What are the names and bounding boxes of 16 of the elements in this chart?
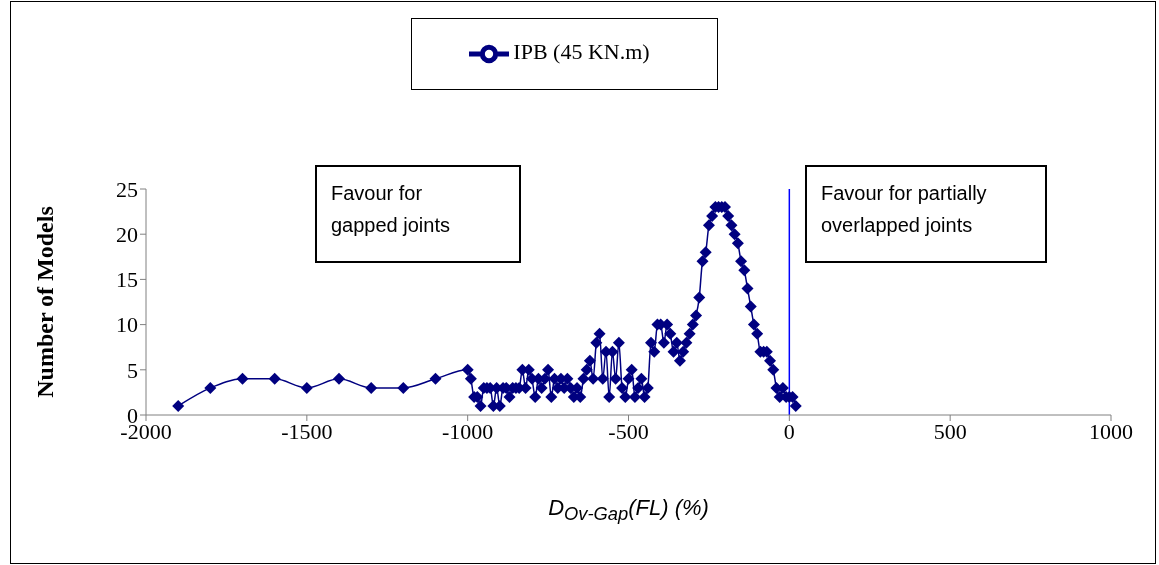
x-axis-title: D$_{Ov-Gap}$(FL) (%): [547, 495, 710, 526]
y-tick-label: 25: [116, 176, 138, 202]
y-tick-label: 20: [116, 222, 138, 248]
x-tick-label: 500: [933, 418, 967, 444]
x-tick-label: 1000: [1089, 418, 1133, 444]
annotation: Favour for gapped joints: [315, 165, 521, 263]
x-tick-label: 0: [783, 418, 795, 444]
y-tick-label: 5: [127, 357, 138, 383]
y-tick-label: 10: [116, 312, 138, 338]
legend-label: IPB (45 KN.m): [513, 39, 650, 65]
annotation: Favour for partially overlapped joints: [805, 165, 1047, 263]
y-tick-label: 15: [116, 267, 138, 293]
x-tick-label: -1500: [281, 418, 333, 444]
y-axis-title: Number of Models: [31, 206, 58, 398]
x-tick-label: -1000: [442, 418, 494, 444]
x-tick-label: -500: [608, 418, 649, 444]
